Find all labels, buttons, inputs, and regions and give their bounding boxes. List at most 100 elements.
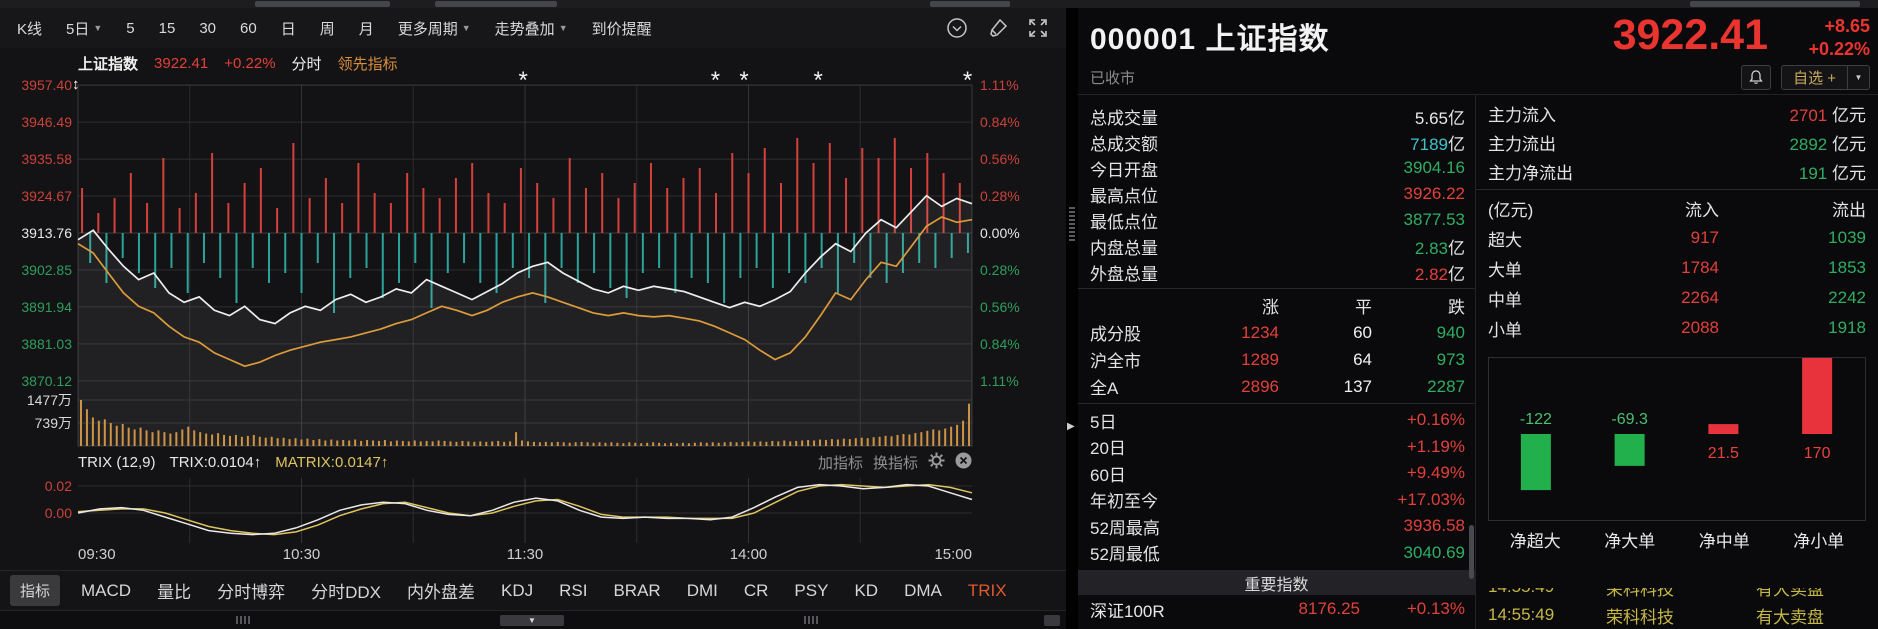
flow-unit: 亿元 [1827, 135, 1866, 154]
toolbar-item-到价提醒[interactable]: 到价提醒 [591, 20, 652, 38]
range-row-52周最低: 52周最低 3040.69 [1090, 540, 1465, 567]
ticker-row-partial: 14:55:49 荣科科技 有大卖盘 [1488, 588, 1824, 599]
tab-DMA[interactable]: DMA [904, 580, 942, 600]
tab-指标[interactable]: 指标 [10, 575, 61, 606]
divider-grip[interactable] [1069, 205, 1075, 241]
alert-bell-button[interactable] [1741, 64, 1772, 90]
legend-mode-tab[interactable]: 分时 [291, 55, 322, 73]
toolbar-item-周[interactable]: 周 [319, 20, 335, 38]
toolbar-item-5[interactable]: 5 [126, 19, 135, 37]
flow-size-label: 大单 [1488, 260, 1522, 280]
percent-axis-label: 0.28% [980, 261, 1020, 278]
tab-KD[interactable]: KD [854, 580, 879, 600]
toolbar-item-30[interactable]: 30 [199, 19, 216, 37]
add-indicator-button[interactable]: 加指标 [817, 454, 863, 472]
scrollbar-grip[interactable] [804, 616, 820, 624]
axis-updown-icon[interactable]: ↕ [72, 76, 80, 93]
tab-KDJ[interactable]: KDJ [500, 580, 534, 600]
range-value: +1.19% [1406, 436, 1465, 456]
period-toolbar: K线 5日 ▼ 5 15 30 60 日 周 月 更多周期 ▼ 走势叠加 ▼ 到价提醒 [0, 8, 1066, 48]
breadth-header-row: 涨平跌 [1090, 292, 1465, 319]
toolbar-item-月[interactable]: 月 [358, 20, 374, 38]
toolbar-item-K线[interactable]: K线 [17, 20, 43, 38]
ticker-row[interactable]: 14:55:49 荣科科技 有大卖盘 [1488, 601, 1866, 629]
swap-indicator-button[interactable]: 换指标 [872, 454, 918, 472]
time-axis-label: 11:30 [506, 546, 544, 563]
close-indicator-icon[interactable] [955, 452, 972, 473]
important-index-header[interactable]: 重要指数 [1078, 570, 1475, 595]
flow-row-主力流出: 主力流出 2892 亿元 [1488, 128, 1866, 157]
fullscreen-icon[interactable] [1028, 18, 1048, 38]
important-index-row[interactable]: 深证100R 8176.25 +0.13% [1090, 595, 1465, 623]
legend-indicator-tab[interactable]: 领先指标 [337, 55, 398, 73]
brush-icon[interactable] [988, 18, 1008, 38]
percent-axis-label: 1.11% [980, 77, 1019, 93]
tab-RSI[interactable]: RSI [559, 580, 588, 600]
quote-panel: 000001 上证指数 3922.41 +8.65 +0.22% 已收市 自选 … [1078, 8, 1878, 629]
separator [1078, 403, 1475, 404]
toolbar-item-5日[interactable]: 5日 ▼ [66, 20, 103, 38]
net-flow-bar-净中单 [1708, 424, 1739, 434]
legend-change-pct: +0.22% [224, 54, 276, 72]
toolbar-item-15[interactable]: 15 [158, 19, 176, 37]
breadth-down: 940 [1436, 322, 1465, 342]
stat-row-总成交额: 总成交额 7189亿 [1090, 129, 1465, 155]
money-flow-column: 主力流入 2701 亿元 主力流出 2892 亿元 主力净流出 191 亿元 (亿元) 流入… [1476, 95, 1878, 629]
stat-label: 今日开盘 [1090, 160, 1158, 180]
add-watchlist-button[interactable]: 自选 + [1781, 64, 1848, 90]
price-axis-label: 3924.67 [21, 187, 72, 204]
stat-row-内盘总量: 内盘总量 2.83亿 [1090, 233, 1465, 259]
stat-label: 最高点位 [1090, 186, 1158, 206]
tab-CR[interactable]: CR [743, 580, 769, 600]
time-axis-label: 15:00 [934, 546, 972, 563]
divider-collapse-arrow[interactable]: ▶ [1067, 421, 1075, 432]
average-price-line [77, 216, 973, 368]
scrollbar-end-button[interactable] [1044, 615, 1060, 626]
tab-MACD[interactable]: MACD [81, 580, 132, 600]
horizontal-scrollbar[interactable]: ▼ [0, 610, 1066, 629]
trix-axis-label: 0.02 [44, 478, 72, 494]
flow-th-out: 流出 [1832, 200, 1866, 220]
flow-value: 2701 亿元 [1789, 106, 1866, 125]
flow-in-value: 917 [1690, 228, 1719, 247]
flow-out-value: 1853 [1828, 258, 1866, 277]
tab-分时DDX[interactable]: 分时DDX [311, 583, 381, 602]
quote-subheader: 已收市 自选 + ▼ [1078, 62, 1878, 94]
tab-PSY[interactable]: PSY [794, 580, 829, 600]
volume-axis-label: 1477万 [26, 392, 72, 408]
timeshare-chart[interactable]: ↕ TRIX (12,9) TRIX:0.0104↑ MATRIX:0.0147… [0, 67, 1066, 570]
toolbar-item-更多周期[interactable]: 更多周期 ▼ [397, 20, 471, 38]
toolbar-item-60[interactable]: 60 [240, 19, 257, 37]
scrollbar-grip[interactable] [236, 616, 252, 624]
breadth-header-up: 涨 [1262, 298, 1279, 317]
tab-DMI[interactable]: DMI [686, 580, 718, 600]
price-axis-label: 3902.85 [21, 261, 72, 278]
panel-divider[interactable]: ▶ [1066, 8, 1078, 629]
tab-内外盘差[interactable]: 内外盘差 [406, 583, 475, 602]
chart-canvas[interactable] [0, 78, 1066, 570]
tab-量比[interactable]: 量比 [157, 583, 192, 602]
watchlist-dropdown-button[interactable]: ▼ [1848, 64, 1870, 90]
vertical-scrollbar-thumb[interactable] [1469, 525, 1474, 579]
tab-BRAR[interactable]: BRAR [613, 580, 661, 600]
toolbar-item-日[interactable]: 日 [280, 20, 296, 38]
time-axis-label: 10:30 [282, 546, 321, 563]
gear-icon[interactable] [928, 452, 945, 473]
trix-indicator-header: TRIX (12,9) TRIX:0.0104↑ MATRIX:0.0147↑ … [78, 450, 972, 474]
range-value: +0.16% [1406, 410, 1465, 430]
toolbar-item-走势叠加[interactable]: 走势叠加 ▼ [494, 20, 568, 38]
range-label: 年初至今 [1090, 492, 1158, 512]
stat-unit: 亿 [1448, 264, 1465, 284]
scrollbar-expand-button[interactable]: ▼ [500, 615, 564, 626]
stat-value: 3926.22 [1403, 184, 1465, 203]
matrix-line [77, 483, 973, 536]
flow-th-in: 流入 [1685, 200, 1719, 220]
circle-chevron-down-icon[interactable] [946, 17, 968, 39]
range-value: +9.49% [1406, 463, 1465, 483]
tab-TRIX[interactable]: TRIX [967, 580, 1007, 600]
tab-分时博弈[interactable]: 分时博弈 [217, 583, 286, 602]
net-flow-bar-净大单 [1614, 434, 1645, 466]
stat-value: 7189亿 [1410, 134, 1465, 154]
stat-unit: 亿 [1448, 108, 1465, 128]
stat-unit: 亿 [1448, 134, 1465, 154]
